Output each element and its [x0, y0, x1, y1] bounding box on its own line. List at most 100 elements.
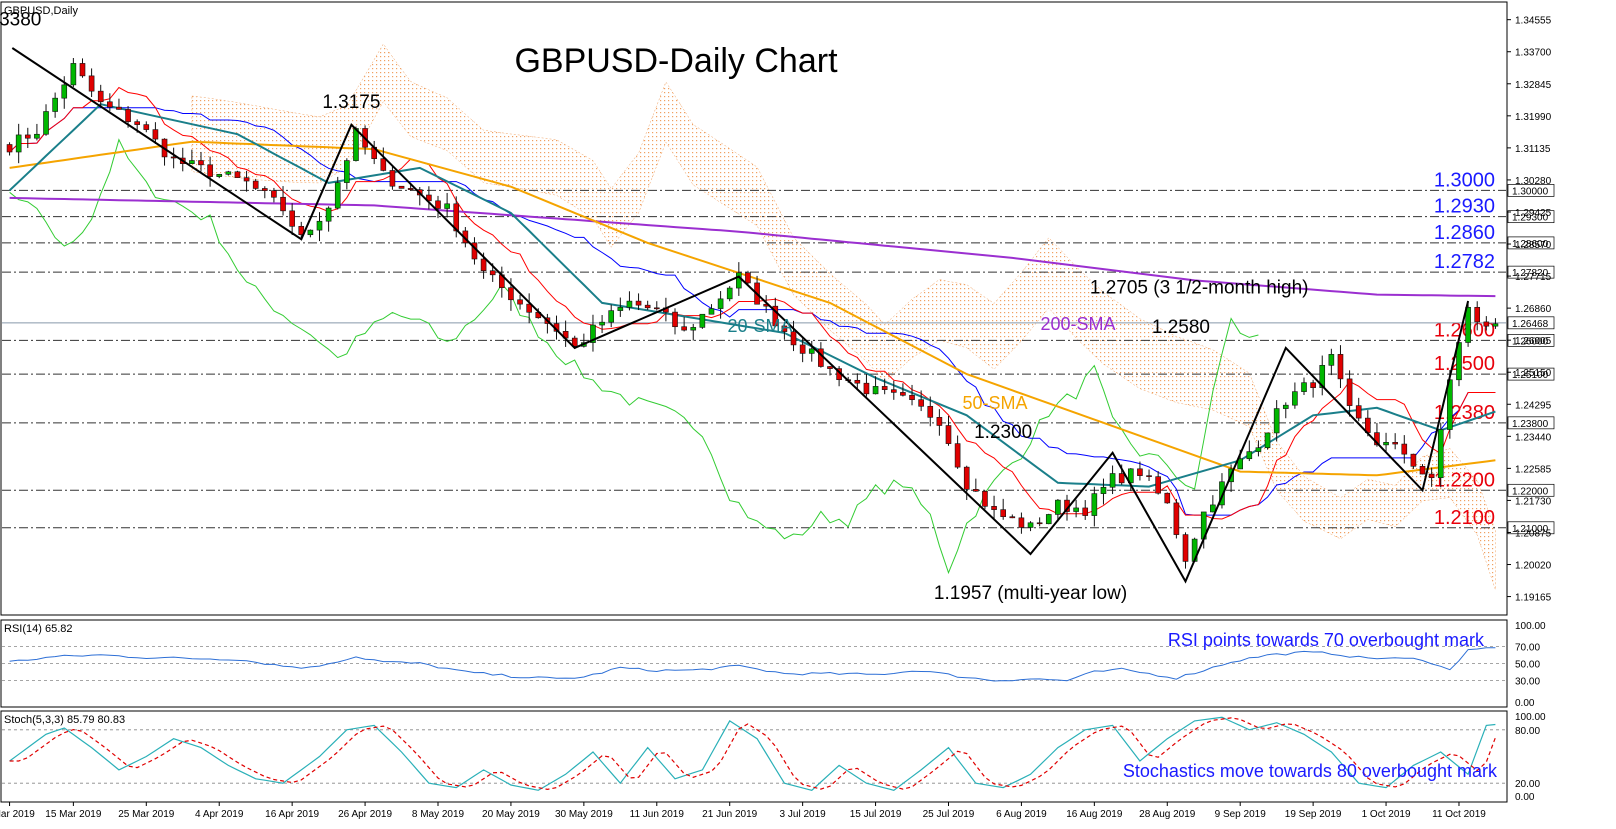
- candle: [1301, 377, 1307, 395]
- candle: [216, 173, 223, 179]
- candle: [1492, 318, 1499, 329]
- candle: [945, 415, 952, 446]
- candle: [936, 409, 943, 436]
- date-tick-label: 16 Apr 2019: [265, 809, 319, 820]
- candle: [143, 121, 150, 133]
- candle: [973, 478, 979, 492]
- price-tick-label: 1.22585: [1515, 464, 1552, 475]
- candle: [1109, 465, 1116, 495]
- rsi-tick-label: 50.00: [1515, 660, 1540, 671]
- candle-body-up: [1100, 486, 1107, 494]
- candle: [444, 192, 450, 218]
- price-tick-label: 1.28570: [1515, 240, 1552, 251]
- candle: [1027, 521, 1034, 532]
- candle-body-down: [97, 90, 104, 103]
- candle: [6, 142, 13, 156]
- candle-body-down: [1173, 502, 1180, 535]
- candle: [1437, 422, 1444, 488]
- candle-body-up: [1264, 432, 1271, 449]
- date-tick-label: 11 Jun 2019: [630, 809, 685, 820]
- candle-body-down: [79, 63, 86, 77]
- candle-body-down: [991, 506, 997, 510]
- candle: [252, 178, 259, 190]
- candle-body-down: [863, 382, 870, 395]
- candle-body-down: [781, 325, 788, 332]
- candle-body-up: [1091, 493, 1098, 516]
- candle: [97, 84, 104, 108]
- candle: [380, 147, 387, 172]
- candle: [15, 123, 22, 164]
- candle-body-down: [1337, 354, 1344, 380]
- date-tick-label: 21 Jun 2019: [702, 809, 757, 820]
- candle-body-down: [954, 443, 961, 468]
- sma200-line: [9, 196, 1496, 298]
- candle: [316, 212, 323, 242]
- date-tick-label: 19 Sep 2019: [1285, 809, 1342, 820]
- candle: [927, 396, 934, 427]
- tenkan-line: [9, 86, 1496, 520]
- candle-body-up: [1055, 499, 1061, 515]
- axis-level-tag: 1.26000: [1512, 336, 1549, 347]
- candle: [1328, 348, 1335, 376]
- price-tick-label: 1.21730: [1515, 496, 1552, 507]
- candle: [699, 313, 706, 329]
- axis-level-tag: 1.23800: [1512, 419, 1549, 430]
- candle-body-up: [70, 63, 77, 86]
- candle-body-down: [1374, 432, 1380, 446]
- candle: [626, 291, 633, 311]
- price-annotation: 1.3175: [322, 92, 380, 113]
- candle: [234, 170, 241, 178]
- date-tick-label: 25 Mar 2019: [118, 809, 175, 820]
- candle: [653, 301, 660, 311]
- candle-body-down: [207, 164, 213, 177]
- candle: [1319, 355, 1326, 396]
- rsi-note: RSI points towards 70 overbought mark: [1168, 630, 1485, 650]
- level-label: 1.2860: [1434, 222, 1495, 244]
- candle-body-up: [717, 298, 724, 309]
- candle: [617, 297, 624, 317]
- candle: [799, 338, 806, 363]
- candle: [726, 286, 733, 302]
- candle-body-up: [617, 307, 624, 311]
- candle-body-down: [125, 109, 131, 122]
- candle-body-up: [34, 133, 40, 139]
- candle-body-down: [1428, 473, 1435, 479]
- candle: [398, 185, 405, 189]
- candle: [890, 380, 897, 400]
- price-tick-label: 1.34555: [1515, 16, 1552, 27]
- axis-level-tag: 1.28600: [1512, 239, 1549, 250]
- candle-body-down: [526, 303, 532, 313]
- candle: [1219, 473, 1225, 509]
- stoch-signal-line: [9, 717, 1496, 791]
- rsi-header: RSI(14) 65.82: [4, 623, 72, 635]
- level-label: 1.2200: [1434, 469, 1495, 491]
- candle-body-down: [827, 366, 833, 369]
- candle-body-down: [198, 160, 204, 166]
- candle: [1428, 467, 1435, 487]
- candle: [991, 495, 997, 520]
- candle: [1137, 461, 1143, 481]
- date-tick-label: 30 May 2019: [555, 809, 613, 820]
- candle-body-up: [1027, 522, 1034, 528]
- price-tick-label: 1.32845: [1515, 80, 1552, 91]
- candle-body-down: [234, 171, 241, 178]
- axis-level-box: [1507, 184, 1555, 197]
- candle-body-down: [280, 196, 286, 212]
- candle-body-up: [726, 287, 733, 300]
- date-tick-label: 16 Aug 2019: [1066, 809, 1123, 820]
- axis-level-tag: 1.29300: [1512, 213, 1549, 224]
- candle-body-up: [608, 310, 615, 323]
- ichimoku-cloud: [191, 43, 1496, 590]
- candle: [590, 314, 596, 352]
- candle-body-down: [1392, 442, 1398, 445]
- candle-body-down: [1310, 382, 1316, 388]
- candle-body-down: [772, 305, 779, 327]
- date-tick-label: 6 Mar 2019: [0, 809, 35, 820]
- rsi-tick-label: 70.00: [1515, 643, 1540, 654]
- candle: [88, 68, 95, 98]
- candle: [526, 293, 532, 324]
- candle: [243, 170, 250, 192]
- candle-body-down: [480, 258, 487, 272]
- candle-body-up: [225, 171, 232, 175]
